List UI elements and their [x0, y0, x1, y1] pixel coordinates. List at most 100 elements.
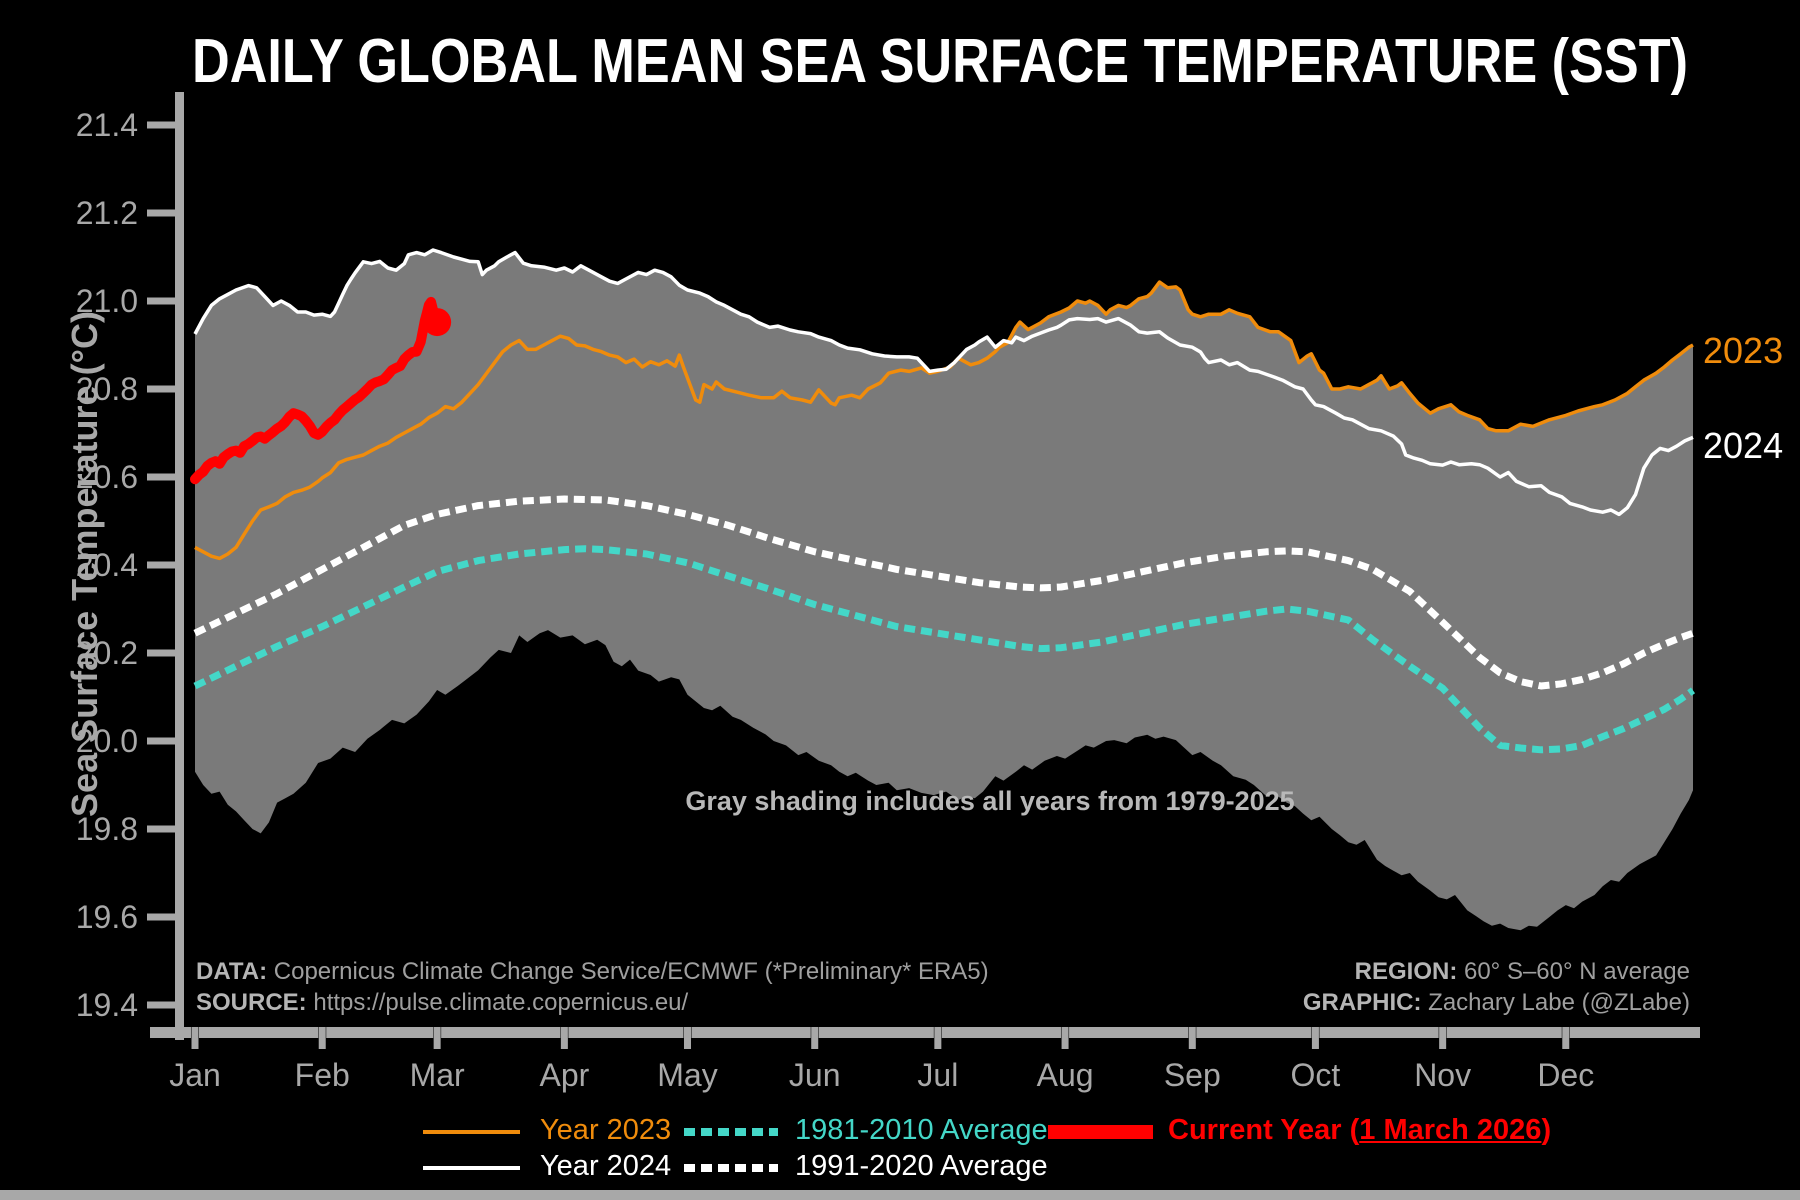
y-tick: [147, 209, 175, 217]
label-2024: 2024: [1703, 425, 1784, 466]
month-label: Apr: [539, 1057, 589, 1093]
legend-label-2023: Year 2023: [540, 1114, 672, 1146]
current-year-suffix: ): [1541, 1114, 1552, 1146]
month-label: Mar: [410, 1057, 465, 1093]
y-tick: [147, 913, 175, 921]
region-credit-text: 60° S–60° N average: [1457, 958, 1690, 985]
month-label: Sep: [1164, 1057, 1221, 1093]
source-credit-label: SOURCE:: [196, 989, 307, 1016]
x-axis-segment: [568, 1027, 684, 1038]
x-axis-segment: [1319, 1027, 1439, 1038]
x-axis-segment: [1196, 1027, 1312, 1038]
y-tick-label: 20.4: [76, 547, 138, 583]
y-tick-label: 19.4: [76, 987, 138, 1023]
legend-line-2024: [423, 1166, 520, 1170]
title-svg: DAILY GLOBAL MEAN SEA SURFACE TEMPERATUR…: [192, 27, 1688, 96]
x-tick: [683, 1027, 691, 1049]
x-tick: [318, 1027, 326, 1049]
x-axis-segment: [818, 1027, 934, 1038]
current-year-date: 1 March 2026: [1359, 1114, 1542, 1146]
y-tick: [147, 737, 175, 745]
x-tick: [1188, 1027, 1196, 1049]
y-tick-label: 19.8: [76, 811, 138, 847]
month-label: Nov: [1414, 1057, 1471, 1093]
y-tick: [147, 649, 175, 657]
data-credit-label: DATA:: [196, 958, 268, 985]
footer-right: REGION: 60° S–60° N average GRAPHIC: Zac…: [1303, 956, 1690, 1018]
bottom-border-strip: [0, 1190, 1800, 1200]
y-tick-label: 21.2: [76, 195, 138, 231]
y-tick-label: 20.0: [76, 723, 138, 759]
month-label: Jul: [917, 1057, 958, 1093]
month-label: Jan: [169, 1057, 221, 1093]
y-axis-spine: [175, 92, 184, 1040]
x-axis-segment: [326, 1027, 434, 1038]
graphic-credit: GRAPHIC: Zachary Labe (@ZLabe): [1303, 987, 1690, 1018]
label-2023: 2023: [1703, 330, 1784, 371]
legend-dash-1981-2010: [684, 1128, 778, 1136]
gray-shading-annotation: Gray shading includes all years from 197…: [685, 786, 1295, 816]
x-tick: [1562, 1027, 1570, 1049]
y-tick: [147, 297, 175, 305]
x-tick: [934, 1027, 942, 1049]
x-tick: [1311, 1027, 1319, 1049]
current-year-end-marker: [423, 308, 452, 337]
y-tick-label: 20.8: [76, 371, 138, 407]
x-tick: [1061, 1027, 1069, 1049]
x-axis-segment: [150, 1027, 191, 1038]
x-axis-segment: [1569, 1027, 1700, 1038]
footer-left: DATA: Copernicus Climate Change Service/…: [196, 956, 989, 1018]
legend-line-2023: [423, 1130, 520, 1134]
y-tick: [147, 825, 175, 833]
y-tick: [147, 121, 175, 129]
page-title: DAILY GLOBAL MEAN SEA SURFACE TEMPERATUR…: [192, 27, 1688, 96]
x-axis-segment: [1069, 1027, 1189, 1038]
x-tick: [433, 1027, 441, 1049]
data-credit: DATA: Copernicus Climate Change Service/…: [196, 956, 989, 987]
month-label: Jun: [789, 1057, 841, 1093]
legend-line-current-year: [1048, 1125, 1153, 1139]
month-label: Dec: [1537, 1057, 1594, 1093]
y-tick-label: 20.2: [76, 635, 138, 671]
graphic-credit-label: GRAPHIC:: [1302, 989, 1422, 1016]
line-year-2023: [194, 280, 1694, 561]
x-axis-segment: [441, 1027, 561, 1038]
y-axis-label: Sea Surface Temperature (°C): [64, 311, 105, 817]
y-tick: [147, 385, 175, 393]
x-axis-segment: [1446, 1027, 1562, 1038]
source-credit-text: https://pulse.climate.copernicus.eu/: [306, 989, 689, 1016]
y-tick: [147, 473, 175, 481]
x-tick: [811, 1027, 819, 1049]
y-tick-label: 21.0: [76, 283, 138, 319]
envelope-1979-2025: [195, 250, 1693, 931]
y-tick: [147, 1001, 175, 1009]
region-credit-label: REGION:: [1354, 958, 1458, 985]
x-axis-segment: [199, 1027, 319, 1038]
legend-label-current-year: Current Year (1 March 2026): [1168, 1114, 1551, 1147]
legend-dash-1991-2020: [684, 1164, 778, 1172]
source-credit: SOURCE: https://pulse.climate.copernicus…: [196, 987, 989, 1018]
x-axis-segment: [691, 1027, 811, 1038]
x-tick: [191, 1027, 199, 1049]
legend-label-1981-2010: 1981-2010 Average: [795, 1114, 1048, 1146]
line-1981-2010-average: [193, 545, 1696, 754]
x-tick: [1439, 1027, 1447, 1049]
month-label: May: [657, 1057, 717, 1093]
line-current-year: [190, 296, 443, 485]
month-label: Aug: [1037, 1057, 1094, 1093]
line-year-2024: [193, 248, 1694, 517]
month-label: Feb: [295, 1057, 350, 1093]
region-credit: REGION: 60° S–60° N average: [1303, 956, 1690, 987]
y-tick-label: 19.6: [76, 899, 138, 935]
current-year-prefix: Current Year (: [1168, 1114, 1360, 1146]
graphic-credit-text: Zachary Labe (@ZLabe): [1421, 989, 1690, 1016]
y-tick: [147, 561, 175, 569]
line-1991-2020-average: [193, 495, 1695, 690]
y-tick-label: 21.4: [76, 107, 138, 143]
legend-label-1991-2020: 1991-2020 Average: [795, 1150, 1048, 1182]
data-credit-text: Copernicus Climate Change Service/ECMWF …: [267, 958, 989, 985]
x-axis-segment: [941, 1027, 1062, 1038]
y-tick-label: 20.6: [76, 459, 138, 495]
